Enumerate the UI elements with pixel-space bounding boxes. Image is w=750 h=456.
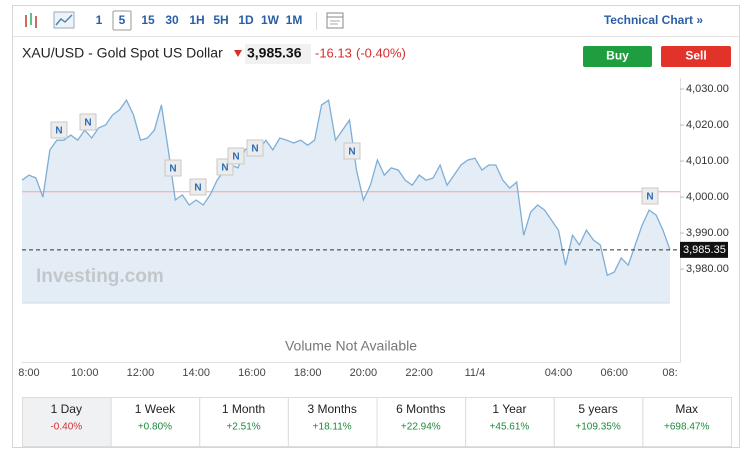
y-tick-label: 3,980.00 [686, 263, 729, 275]
x-tick-label: 11/4 [465, 367, 486, 379]
period-label[interactable]: 1 Day [51, 402, 82, 416]
period-cell[interactable] [110, 397, 201, 447]
instrument-name: XAU/USD - Gold Spot US Dollar [22, 45, 223, 61]
x-tick-label: 14:00 [182, 367, 210, 379]
x-tick-label: 06:00 [600, 367, 628, 379]
price-highlight [245, 44, 311, 64]
news-marker[interactable] [227, 147, 245, 165]
sell-button[interactable] [661, 46, 731, 67]
period-change[interactable]: +0.80% [138, 422, 172, 433]
period-label[interactable]: 6 Months [396, 402, 445, 416]
y-tick-label: 4,020.00 [686, 119, 729, 131]
period-change[interactable]: +45.61% [490, 422, 530, 433]
x-tick-label: 8:00 [18, 367, 39, 379]
period-label[interactable]: 5 years [578, 402, 617, 416]
news-marker-label[interactable]: N [646, 192, 653, 203]
news-marker-label[interactable]: N [251, 144, 258, 155]
price-line [21, 98, 671, 277]
last-price-label: 3,985.35 [683, 244, 726, 256]
y-tick-label: 4,010.00 [686, 155, 729, 167]
period-label[interactable]: 3 Months [308, 402, 357, 416]
news-marker[interactable] [164, 159, 182, 177]
period-cell[interactable] [287, 397, 378, 447]
news-marker[interactable] [79, 113, 97, 131]
x-tick-label: 18:00 [294, 367, 322, 379]
interval-button[interactable]: 5H [213, 13, 228, 27]
x-tick-label: 20:00 [350, 367, 378, 379]
news-marker-label[interactable]: N [84, 118, 91, 129]
x-tick-label: 04:00 [545, 367, 573, 379]
period-label[interactable]: Max [675, 402, 698, 416]
period-change[interactable]: +22.94% [401, 422, 441, 433]
period-change[interactable]: +18.11% [313, 422, 352, 433]
watermark: Investing.com [36, 266, 164, 287]
area [22, 100, 670, 303]
news-marker[interactable] [641, 187, 659, 205]
period-label[interactable]: 1 Month [222, 402, 265, 416]
buy-button[interactable] [583, 46, 652, 67]
x-tick-label: 16:00 [238, 367, 266, 379]
period-cell[interactable] [465, 397, 555, 447]
period-cell[interactable] [199, 397, 289, 447]
news-marker-label[interactable]: N [221, 163, 228, 174]
period-cell[interactable] [22, 397, 112, 447]
interval-button[interactable]: 1H [189, 13, 204, 27]
interval-button[interactable]: 5 [119, 13, 126, 27]
period-cell[interactable] [376, 397, 467, 447]
y-tick-label: 4,000.00 [686, 191, 729, 203]
technical-chart-link[interactable]: Technical Chart » [604, 13, 703, 27]
buy-label[interactable]: Buy [606, 49, 629, 63]
news-marker[interactable] [189, 178, 207, 196]
news-marker[interactable] [343, 142, 361, 160]
candle-icon[interactable] [25, 13, 37, 28]
x-tick-label: 10:00 [71, 367, 99, 379]
price: 3,985.36 [247, 45, 302, 61]
period-change[interactable]: -0.40% [50, 422, 82, 433]
period-change[interactable]: +2.51% [226, 422, 260, 433]
price-change-percent: (-0.40%) [356, 45, 406, 60]
news-marker-label[interactable]: N [194, 183, 201, 194]
interval-button[interactable]: 1W [261, 13, 280, 27]
interval-button[interactable]: 1 [96, 13, 103, 27]
period-change[interactable]: +698.47% [664, 422, 709, 433]
news-marker-label[interactable]: N [169, 164, 176, 175]
news-marker[interactable] [50, 121, 68, 139]
news-marker-label[interactable]: N [232, 152, 239, 163]
x-tick-label: 22:00 [405, 367, 433, 379]
down-arrow [234, 50, 242, 57]
area-icon[interactable] [53, 11, 75, 29]
interval-button[interactable]: 1D [238, 13, 254, 27]
interval-selected [112, 10, 132, 31]
news-marker-label[interactable]: N [55, 126, 62, 137]
volume-note: Volume Not Available [285, 338, 417, 354]
news-marker-label[interactable]: N [348, 147, 355, 158]
y-tick-label: 3,990.00 [686, 227, 729, 239]
last-price-box [680, 241, 728, 258]
period-label[interactable]: 1 Year [492, 402, 526, 416]
interval-button[interactable]: 15 [141, 13, 155, 27]
period-label[interactable]: 1 Week [135, 402, 176, 416]
price-change: -16.13 [315, 45, 352, 60]
period-cell[interactable] [642, 397, 732, 447]
x-tick-label: 12:00 [127, 367, 155, 379]
news-marker[interactable] [246, 139, 264, 157]
interval-button[interactable]: 30 [165, 13, 179, 27]
settings-icon[interactable] [326, 12, 344, 29]
interval-button[interactable]: 1M [286, 13, 303, 27]
x-tick-label: 08: [662, 367, 677, 379]
y-tick-label: 4,030.00 [686, 83, 729, 95]
sell-label[interactable]: Sell [685, 49, 706, 63]
period-change[interactable]: +109.35% [575, 422, 620, 433]
